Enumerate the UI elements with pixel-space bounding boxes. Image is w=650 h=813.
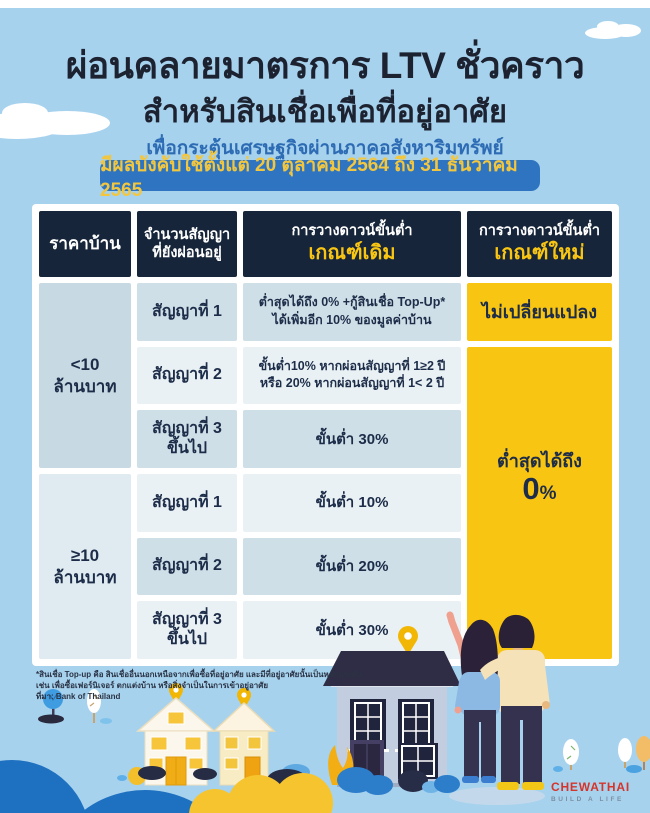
new-rule-no-change-label: ไม่เปลี่ยนแปลง <box>481 301 598 322</box>
price-10m-up-line2: ล้านบาท <box>53 567 117 587</box>
footnote-line2: เช่น เพื่อซื้อเฟอร์นิเจอร์ ตกแต่งบ้าน หร… <box>36 681 269 691</box>
table-row-contract-4: สัญญาที่ 1 <box>137 474 237 532</box>
table-row-old-rule-3: ขั้นต่ำ 30% <box>243 410 461 468</box>
table-row-contract-6: สัญญาที่ 3 ขึ้นไป <box>137 601 237 659</box>
bushes-left <box>117 766 217 785</box>
old-rule-text: ขั้นต่ำ 30% <box>315 621 389 639</box>
new-rule-merged-cell: ต่ำสุดได้ถึง 0% <box>467 346 612 659</box>
contract-label: สัญญาที่ 1 <box>152 302 222 320</box>
header-contracts-line1: จำนวนสัญญา <box>143 226 231 243</box>
old-rule-text: ขั้นต่ำ 10% <box>315 494 389 512</box>
price-10m-up-line1: ≥10 <box>70 546 100 566</box>
table-row-old-rule-4: ขั้นต่ำ 10% <box>243 474 461 532</box>
old-rule-text: ขั้นต่ำ 20% <box>315 557 389 575</box>
header-new-rule: การวางดาวน์ขั้นต่ำ เกณฑ์ใหม่ <box>467 211 612 277</box>
brand-tagline: BUILD A LIFE <box>551 796 624 803</box>
header-price-label: ราคาบ้าน <box>49 234 121 254</box>
header-contracts-line2: ที่ยังผ่อนอยู่ <box>152 245 222 261</box>
price-group-under-10m: <10 ล้านบาท <box>39 283 131 468</box>
price-group-10m-up: ≥10 ล้านบาท <box>39 474 131 659</box>
table-row-old-rule-2: ขั้นต่ำ10% หากผ่อนสัญญาที่ 1≥2 ปี หรือ 2… <box>243 346 461 405</box>
table-row-old-rule-5: ขั้นต่ำ 20% <box>243 537 461 596</box>
cloud-right-icon <box>585 21 641 39</box>
table-row-old-rule-6: ขั้นต่ำ 30% <box>243 601 461 659</box>
yellow-bush <box>189 764 333 813</box>
brand-logo: CHEWATHAI BUILD A LIFE <box>551 780 630 803</box>
header-old-rule: การวางดาวน์ขั้นต่ำ เกณฑ์เดิม <box>243 211 461 277</box>
table-row-contract-5: สัญญาที่ 2 <box>137 537 237 596</box>
old-rule-text: ขั้นต่ำ 30% <box>315 430 389 448</box>
header-old-line1: การวางดาวน์ขั้นต่ำ <box>291 222 413 239</box>
new-rule-merged-value: 0% <box>522 470 557 506</box>
contract-label: สัญญาที่ 2 <box>152 366 222 384</box>
new-rule-no-change-cell: ไม่เปลี่ยนแปลง <box>467 283 612 341</box>
page-title-line1: ผ่อนคลายมาตรการ LTV ชั่วคราว <box>65 45 585 86</box>
price-under-10m-line1: <10 <box>70 355 100 375</box>
effective-date-badge: มีผลบังคับใช้ตั้งแต่ 20 ตุลาคม 2564 ถึง … <box>100 155 540 201</box>
contract-label: สัญญาที่ 1 <box>152 493 222 511</box>
brand-name: CHEWATHAI <box>551 780 630 794</box>
ltv-table-panel: ราคาบ้าน จำนวนสัญญา ที่ยังผ่อนอยู่ การวา… <box>32 204 619 666</box>
couple-shadow <box>449 787 545 805</box>
ltv-table: ราคาบ้าน จำนวนสัญญา ที่ยังผ่อนอยู่ การวา… <box>39 211 612 659</box>
old-rule-text: ต่ำสุดได้ถึง 0% +กู้สินเชื่อ Top-Up* <box>258 295 446 310</box>
footnote-line1: *สินเชื่อ Top-up คือ สินเชื่ออื่นนอกเหนื… <box>36 670 363 679</box>
top-white-strip <box>0 0 650 8</box>
page-title-line2: สำหรับสินเชื่อเพื่อที่อยู่อาศัย <box>142 94 508 129</box>
new-rule-merged-label: ต่ำสุดได้ถึง <box>497 451 582 472</box>
blue-mounds <box>0 760 210 813</box>
table-row-contract-2: สัญญาที่ 2 <box>137 346 237 405</box>
price-under-10m-line2: ล้านบาท <box>53 376 117 396</box>
footnote: *สินเชื่อ Top-up คือ สินเชื่ออื่นนอกเหนื… <box>36 669 363 703</box>
trees-far-right <box>618 736 650 773</box>
header-contracts: จำนวนสัญญา ที่ยังผ่อนอยู่ <box>137 211 237 277</box>
cloud-left-icon <box>0 103 110 139</box>
footnote-source: ที่มา: Bank of Thailand <box>36 692 121 702</box>
contract-label: สัญญาที่ 3 <box>152 420 222 438</box>
tree-white-right-icon <box>553 739 579 772</box>
header-old-line2: เกณฑ์เดิม <box>308 242 396 265</box>
old-rule-text: ขั้นต่ำ10% หากผ่อนสัญญาที่ 1≥2 ปี <box>258 358 446 373</box>
header-new-line2: เกณฑ์ใหม่ <box>494 242 585 265</box>
header-price: ราคาบ้าน <box>39 211 131 277</box>
contract-label: สัญญาที่ 3 <box>152 611 222 629</box>
contract-label: สัญญาที่ 2 <box>152 557 222 575</box>
table-row-contract-1: สัญญาที่ 1 <box>137 283 237 341</box>
table-row-contract-3: สัญญาที่ 3 ขึ้นไป <box>137 410 237 468</box>
page-subtitle: เพื่อกระตุ้นเศรษฐกิจผ่านภาคอสังหาริมทรัพ… <box>146 138 504 159</box>
table-row-old-rule-1: ต่ำสุดได้ถึง 0% +กู้สินเชื่อ Top-Up* ได้… <box>243 283 461 341</box>
header-new-line1: การวางดาวน์ขั้นต่ำ <box>478 222 601 239</box>
